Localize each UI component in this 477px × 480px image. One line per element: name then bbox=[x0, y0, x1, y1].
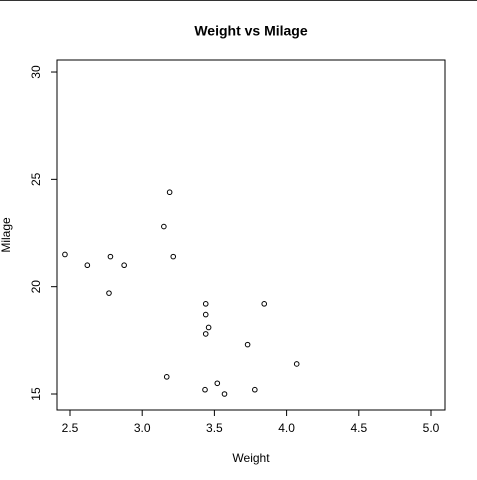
point bbox=[202, 301, 209, 307]
x-tick-label: 2.5 bbox=[62, 421, 79, 435]
point bbox=[161, 223, 167, 230]
y-axis-label: Milage bbox=[0, 217, 13, 253]
x-tick-label: 5.0 bbox=[423, 421, 440, 435]
y-tick-label: 25 bbox=[29, 172, 43, 186]
point bbox=[121, 262, 127, 269]
point bbox=[163, 374, 170, 380]
chart-title: Weight vs Milage bbox=[194, 23, 308, 39]
point bbox=[244, 341, 251, 348]
point bbox=[261, 301, 268, 307]
point bbox=[170, 253, 177, 260]
point bbox=[205, 324, 212, 331]
point bbox=[84, 262, 91, 269]
x-tick-label: 4.5 bbox=[350, 421, 367, 435]
point bbox=[107, 253, 114, 260]
point bbox=[166, 189, 173, 196]
point bbox=[221, 391, 228, 397]
x-tick-label: 3.5 bbox=[206, 421, 223, 435]
point bbox=[202, 331, 209, 337]
x-tick-label: 3.0 bbox=[134, 421, 151, 435]
point bbox=[106, 290, 112, 296]
top-border bbox=[0, 0, 477, 1]
y-tick-label: 15 bbox=[29, 387, 43, 401]
point bbox=[252, 386, 258, 393]
x-axis-label: Weight bbox=[232, 451, 270, 465]
point bbox=[293, 361, 300, 367]
point bbox=[214, 380, 221, 387]
y-tick-label: 20 bbox=[29, 280, 43, 294]
point bbox=[202, 386, 208, 393]
x-tick-label: 4.0 bbox=[278, 421, 295, 435]
plot-frame bbox=[56, 59, 446, 411]
y-tick-label: 30 bbox=[29, 65, 43, 79]
point bbox=[202, 311, 209, 318]
point bbox=[62, 251, 68, 258]
